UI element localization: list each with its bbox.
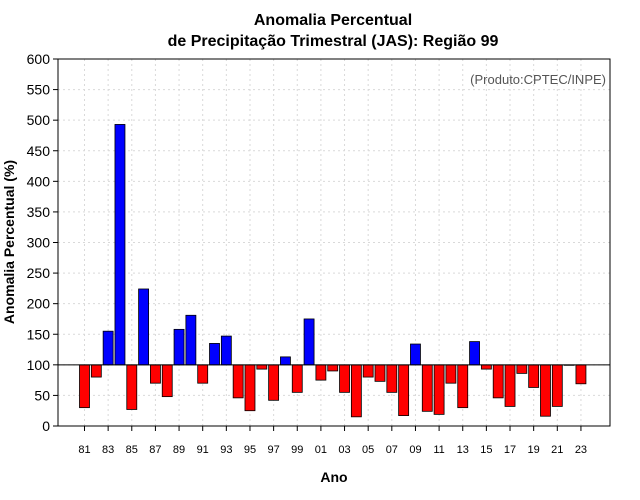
bar-2014 <box>469 341 480 366</box>
bar-2016 <box>492 364 504 399</box>
y-axis-label: Anomalia Percentual (%) <box>1 160 17 324</box>
bar-1991 <box>197 364 209 384</box>
y-tick-label: 400 <box>27 173 51 189</box>
x-tick-label: 15 <box>480 444 492 456</box>
bar-2015 <box>480 364 492 370</box>
bar-2009 <box>410 343 421 366</box>
y-tick-label: 300 <box>27 235 51 251</box>
x-tick-label: 03 <box>338 444 350 456</box>
y-axis: 0 50 100 150 200 250 300 350 400 450 500 550 600 <box>27 51 58 434</box>
x-tick-label: 87 <box>149 444 161 456</box>
bar-1998 <box>280 356 291 366</box>
x-tick-label: 23 <box>575 444 587 456</box>
bar-2020 <box>540 364 551 417</box>
x-tick-label: 97 <box>267 444 279 456</box>
x-tick-label: 91 <box>197 444 209 456</box>
bar-2021 <box>551 364 563 407</box>
bar-2017 <box>504 364 516 407</box>
x-tick-label: 99 <box>291 444 303 456</box>
x-tick-label: 01 <box>315 444 327 456</box>
y-tick-label: 100 <box>27 357 51 373</box>
bar-2011 <box>433 364 445 415</box>
bar-1986 <box>138 288 150 366</box>
bar-1988 <box>161 364 173 398</box>
x-tick-label: 17 <box>504 444 516 456</box>
y-tick-label: 600 <box>27 51 51 67</box>
bar-1982 <box>90 364 102 378</box>
x-tick-label: 95 <box>244 444 256 456</box>
bar-1987 <box>150 364 161 384</box>
bar-2019 <box>528 364 540 388</box>
bar-2013 <box>457 364 469 409</box>
x-tick-label: 09 <box>409 444 421 456</box>
x-tick-label: 85 <box>126 444 138 456</box>
bars <box>79 124 587 418</box>
bar-1994 <box>232 364 244 399</box>
bar-2004 <box>350 364 362 418</box>
bar-2001 <box>315 364 327 381</box>
y-tick-label: 150 <box>27 326 51 342</box>
bar-1984 <box>114 124 126 366</box>
bar-1985 <box>126 364 138 410</box>
bar-1993 <box>220 335 232 366</box>
x-tick-label: 93 <box>220 444 232 456</box>
bar-1981 <box>79 364 90 409</box>
bar-1996 <box>256 364 268 370</box>
x-axis: 81 83 85 87 89 91 93 95 97 99 01 03 05 07 09 11 13 15 17 19… <box>78 426 587 456</box>
y-tick-label: 450 <box>27 143 51 159</box>
bar-2006 <box>374 364 386 382</box>
x-tick-label: 07 <box>386 444 398 456</box>
x-tick-label: 05 <box>362 444 374 456</box>
x-tick-label: 21 <box>551 444 563 456</box>
bar-1992 <box>209 343 220 366</box>
y-tick-label: 50 <box>34 387 50 403</box>
source-annotation: (Produto:CPTEC/INPE) <box>470 72 606 87</box>
bar-1997 <box>268 364 280 401</box>
bar-1995 <box>244 364 256 412</box>
bar-2007 <box>386 364 398 393</box>
y-tick-label: 200 <box>27 296 51 312</box>
x-tick-label: 89 <box>173 444 185 456</box>
bar-2000 <box>303 318 315 366</box>
chart-title-line-2: de Precipitação Trimestral (JAS): Região… <box>168 33 499 50</box>
bar-2010 <box>421 364 433 412</box>
bar-1990 <box>185 314 197 366</box>
x-tick-label: 83 <box>102 444 114 456</box>
y-tick-label: 350 <box>27 204 51 220</box>
x-tick-label: 11 <box>433 444 444 456</box>
bar-2003 <box>339 364 350 393</box>
y-tick-label: 550 <box>27 82 51 98</box>
bar-2005 <box>362 364 374 378</box>
x-tick-label: 13 <box>457 444 469 456</box>
bar-2012 <box>445 364 457 384</box>
bar-2018 <box>516 364 528 374</box>
y-tick-label: 0 <box>42 418 50 434</box>
chart-title-line-1: Anomalia Percentual <box>254 12 412 29</box>
bar-1989 <box>173 328 185 366</box>
bar-1983 <box>102 330 114 366</box>
x-tick-label: 81 <box>78 444 90 456</box>
bar-2008 <box>398 364 410 417</box>
bar-1999 <box>291 364 303 393</box>
y-tick-label: 500 <box>27 112 51 128</box>
y-tick-label: 250 <box>27 265 51 281</box>
x-axis-label: Ano <box>320 469 347 485</box>
x-tick-label: 19 <box>528 444 540 456</box>
bar-2002 <box>327 364 339 372</box>
bar-2023 <box>575 364 587 385</box>
